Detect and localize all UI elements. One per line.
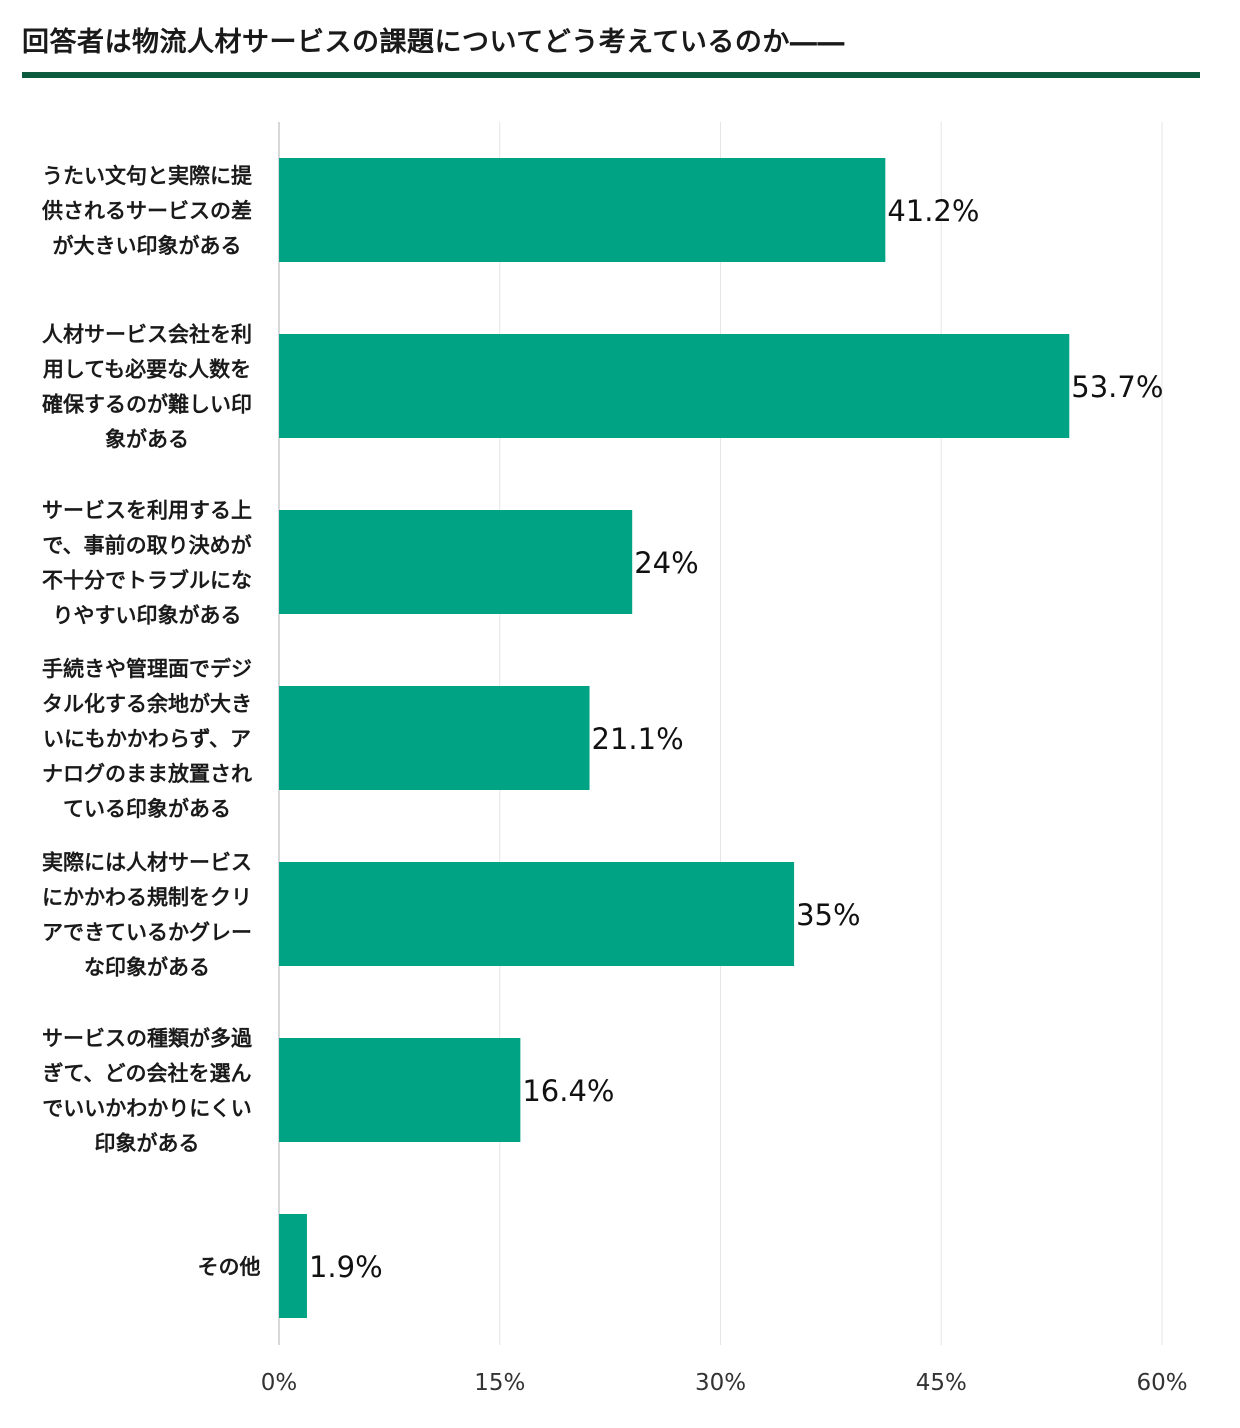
category-label: その他: [198, 1255, 261, 1279]
bar: [279, 686, 590, 790]
category-label-line: 不十分でトラブルにな: [42, 569, 252, 593]
category-label-line: 供されるサービスの差: [41, 199, 252, 223]
data-label: 53.7%: [1071, 370, 1163, 404]
bar: [279, 334, 1070, 438]
x-tick-label: 15%: [474, 1370, 525, 1396]
bar: [279, 1038, 521, 1142]
category-label-line: タル化する余地が大き: [42, 692, 252, 716]
category-label: サービスを利用する上で、事前の取り決めが不十分でトラブルになりやすい印象がある: [42, 499, 252, 628]
x-axis-ticks: 0% 15% 30% 45% 60%: [261, 1370, 1188, 1396]
category-label-line: うたい文句と実際に提: [42, 164, 253, 188]
data-label: 16.4%: [522, 1074, 614, 1108]
category-label-line: その他: [198, 1255, 261, 1279]
category-label-line: サービスの種類が多過: [42, 1027, 253, 1051]
category-label-line: 実際には人材サービス: [42, 851, 252, 875]
bar: [279, 862, 795, 966]
category-label-line: 印象がある: [95, 1132, 200, 1156]
category-label-line: が大きい印象がある: [53, 234, 242, 258]
data-label: 1.9%: [309, 1250, 383, 1284]
data-label: 41.2%: [887, 194, 979, 228]
category-label-line: ナログのまま放置され: [42, 762, 252, 786]
category-label-line: な印象がある: [84, 956, 210, 980]
data-label: 24%: [634, 546, 698, 580]
category-label: 手続きや管理面でデジタル化する余地が大きいにもかかわらず、アナログのまま放置され…: [42, 657, 252, 821]
value-labels: 41.2% 53.7% 24% 21.1% 35% 16.4% 1.9%: [309, 194, 1163, 1284]
category-label-line: アできているかグレー: [42, 921, 252, 945]
category-label: 実際には人材サービスにかかわる規制をクリアできているかグレーな印象がある: [42, 851, 252, 980]
x-tick-label: 0%: [261, 1370, 298, 1396]
bar: [279, 510, 633, 614]
category-label-line: 手続きや管理面でデジ: [42, 657, 252, 681]
bar: [279, 158, 886, 262]
category-label-line: 象がある: [105, 428, 189, 452]
title-underline: [22, 72, 1200, 78]
x-tick-label: 60%: [1136, 1370, 1187, 1396]
category-label-line: サービスを利用する上: [42, 499, 252, 523]
data-label: 21.1%: [592, 722, 684, 756]
category-label-line: 用しても必要な人数を: [43, 358, 251, 382]
data-label: 35%: [796, 898, 860, 932]
category-label-line: ぎて、どの会社を選ん: [43, 1062, 252, 1086]
category-labels: うたい文句と実際に提供されるサービスの差が大きい印象がある人材サービス会社を利用…: [41, 164, 261, 1279]
category-label-line: 人材サービス会社を利: [42, 323, 252, 347]
category-label-line: りやすい印象がある: [53, 604, 242, 628]
category-label: サービスの種類が多過ぎて、どの会社を選んでいいかわかりにくい印象がある: [42, 1027, 253, 1156]
category-label-line: にかかわる規制をクリ: [42, 886, 252, 910]
category-label-line: 確保するのが難しい印: [42, 393, 252, 417]
bar: [279, 1214, 307, 1318]
bars: [279, 158, 1070, 1318]
category-label-line: いにもかかわらず、ア: [43, 727, 251, 751]
chart-title: 回答者は物流人材サービスの課題についてどう考えているのか――: [22, 27, 845, 58]
category-label-line: でいいかわかりにくい: [42, 1097, 252, 1121]
category-label-line: ている印象がある: [63, 797, 231, 821]
category-label: うたい文句と実際に提供されるサービスの差が大きい印象がある: [41, 164, 253, 258]
category-label-line: で、事前の取り決めが: [42, 534, 251, 558]
category-label: 人材サービス会社を利用しても必要な人数を確保するのが難しい印象がある: [42, 323, 252, 452]
x-tick-label: 30%: [695, 1370, 746, 1396]
x-tick-label: 45%: [916, 1370, 967, 1396]
